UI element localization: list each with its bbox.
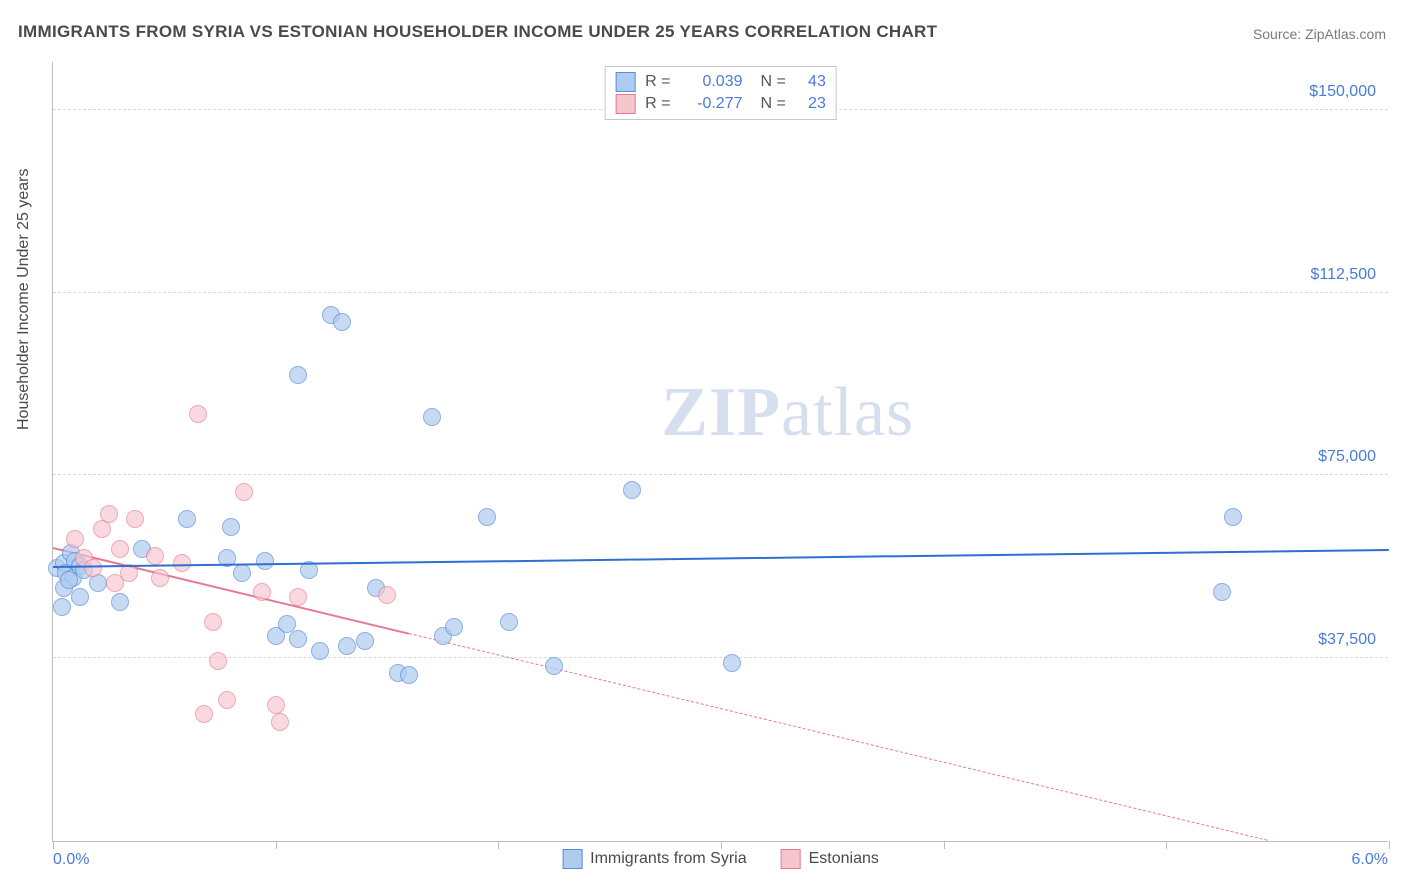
data-point <box>235 483 253 501</box>
data-point <box>256 552 274 570</box>
legend-swatch <box>781 849 801 869</box>
legend-swatch <box>615 72 635 92</box>
x-tick <box>944 841 945 849</box>
gridline <box>53 657 1388 658</box>
data-point <box>445 618 463 636</box>
chart-title: IMMIGRANTS FROM SYRIA VS ESTONIAN HOUSEH… <box>18 22 937 42</box>
data-point <box>151 569 169 587</box>
watermark: ZIPatlas <box>661 373 914 453</box>
legend-label: Estonians <box>809 850 879 868</box>
data-point <box>195 705 213 723</box>
stats-row: R =-0.277N =23 <box>615 93 826 115</box>
data-point <box>500 613 518 631</box>
data-point <box>71 588 89 606</box>
data-point <box>209 652 227 670</box>
data-point <box>289 630 307 648</box>
data-point <box>253 583 271 601</box>
x-tick <box>276 841 277 849</box>
gridline <box>53 292 1388 293</box>
legend-swatch <box>562 849 582 869</box>
x-tick <box>1166 841 1167 849</box>
data-point <box>178 510 196 528</box>
y-tick-label: $150,000 <box>1309 83 1376 101</box>
x-axis-max-label: 6.0% <box>1352 851 1388 869</box>
data-point <box>478 508 496 526</box>
data-point <box>423 408 441 426</box>
legend-swatch <box>615 94 635 114</box>
data-point <box>1224 508 1242 526</box>
series-legend: Immigrants from Syria Estonians <box>562 849 879 869</box>
chart-source: Source: ZipAtlas.com <box>1253 26 1386 42</box>
data-point <box>338 637 356 655</box>
data-point <box>126 510 144 528</box>
y-tick-label: $75,000 <box>1318 448 1376 466</box>
legend-label: Immigrants from Syria <box>590 850 746 868</box>
stats-row: R =0.039N =43 <box>615 71 826 93</box>
data-point <box>66 530 84 548</box>
y-tick-label: $112,500 <box>1310 266 1376 284</box>
data-point <box>189 405 207 423</box>
data-point <box>111 540 129 558</box>
x-tick <box>498 841 499 849</box>
regression-line <box>409 633 1268 841</box>
regression-line <box>53 549 1389 568</box>
legend-item: Immigrants from Syria <box>562 849 746 869</box>
data-point <box>204 613 222 631</box>
data-point <box>173 554 191 572</box>
data-point <box>218 691 236 709</box>
data-point <box>545 657 563 675</box>
x-axis-min-label: 0.0% <box>53 851 89 869</box>
data-point <box>233 564 251 582</box>
data-point <box>271 713 289 731</box>
data-point <box>222 518 240 536</box>
data-point <box>1213 583 1231 601</box>
data-point <box>267 696 285 714</box>
data-point <box>146 547 164 565</box>
y-tick-label: $37,500 <box>1318 631 1376 649</box>
stats-legend: R =0.039N =43R =-0.277N =23 <box>604 66 837 120</box>
data-point <box>100 505 118 523</box>
x-tick <box>53 841 54 849</box>
data-point <box>333 313 351 331</box>
data-point <box>289 588 307 606</box>
data-point <box>53 598 71 616</box>
x-tick <box>1389 841 1390 849</box>
data-point <box>111 593 129 611</box>
x-tick <box>721 841 722 849</box>
data-point <box>289 366 307 384</box>
data-point <box>356 632 374 650</box>
plot-area: $37,500$75,000$112,500$150,0000.0%6.0%ZI… <box>52 62 1388 842</box>
data-point <box>400 666 418 684</box>
data-point <box>60 571 78 589</box>
data-point <box>378 586 396 604</box>
data-point <box>84 559 102 577</box>
data-point <box>311 642 329 660</box>
legend-item: Estonians <box>781 849 879 869</box>
gridline <box>53 474 1388 475</box>
y-axis-title: Householder Income Under 25 years <box>15 169 33 430</box>
data-point <box>623 481 641 499</box>
data-point <box>723 654 741 672</box>
